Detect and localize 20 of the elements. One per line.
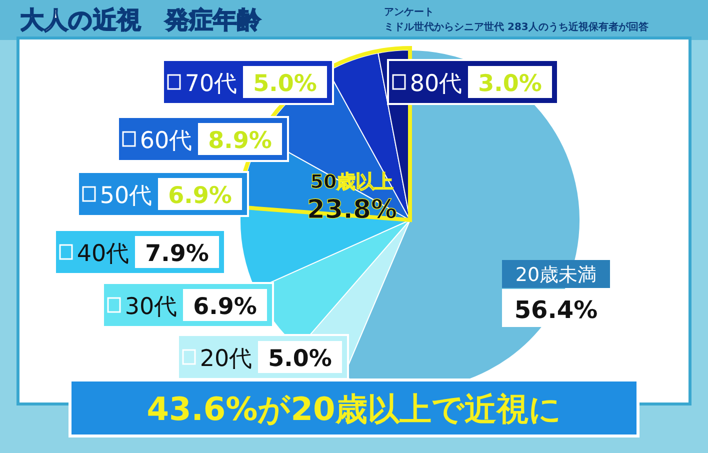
- legend-label: 20代: [200, 346, 252, 372]
- data-label: 3.0%: [478, 71, 542, 97]
- text: アンケート: [384, 7, 434, 18]
- data-label: 7.9%: [145, 241, 209, 267]
- data-label: 5.0%: [268, 346, 332, 372]
- legend-label: 30代: [124, 294, 178, 320]
- data-label: 8.9%: [208, 128, 272, 154]
- legend-label: 40代: [76, 241, 130, 267]
- data-label: 6.9%: [168, 183, 232, 209]
- legend-label: 70代: [184, 71, 238, 97]
- text: 43.6%が20歳以上で近視に: [146, 390, 562, 428]
- legend-label: 60代: [140, 128, 192, 154]
- legend-label: 50代: [100, 183, 152, 209]
- data-label: 56.4%: [514, 296, 598, 324]
- legend-label: 80代: [410, 71, 462, 97]
- chart-title: 大人の近視 発症年齢: [20, 6, 262, 34]
- data-label: 5.0%: [253, 71, 317, 97]
- data-label: 6.9%: [193, 294, 257, 320]
- slice-label: 20歳未満: [515, 264, 597, 286]
- chart-subtitle: ミドル世代からシニア世代 283人のうち近視保有者が回答: [384, 21, 650, 33]
